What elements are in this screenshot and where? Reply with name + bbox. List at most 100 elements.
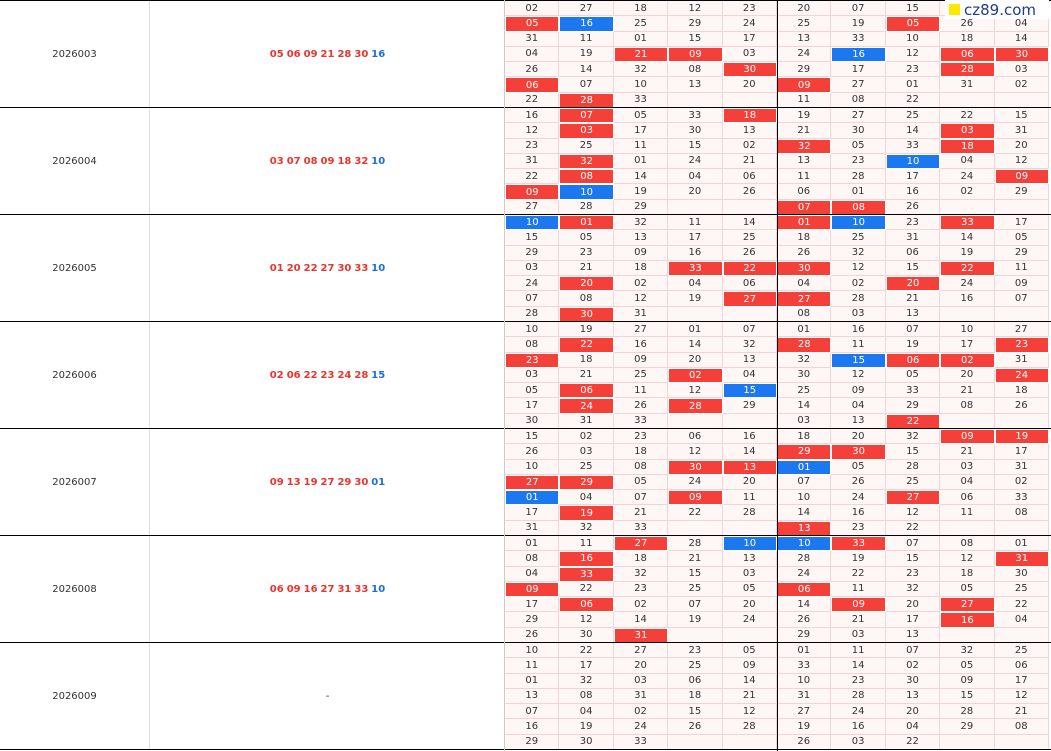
grid-cell: 30	[885, 673, 941, 689]
draw-numbers: 01 20 22 27 30 33 10	[150, 215, 505, 322]
grid-cell: 18	[940, 138, 995, 154]
grid-cell: 02	[994, 474, 1049, 491]
grid-cell: 02	[613, 704, 669, 720]
grid-cell: 03	[559, 123, 614, 139]
grid-cell: 11	[559, 536, 614, 552]
grid-cell: 20	[722, 474, 777, 491]
grid-cell: 26	[777, 612, 832, 628]
draw-numbers: 06 09 16 27 31 33 10	[150, 536, 505, 643]
grid-cell: 13	[885, 306, 941, 322]
grid-cell: 18	[722, 108, 777, 124]
blank-cell	[940, 734, 995, 750]
grid-cell: 33	[668, 260, 723, 277]
grid-cell: 33	[777, 658, 832, 674]
grid-cell: 05	[613, 474, 669, 491]
grid-cell: 33	[831, 536, 886, 552]
grid-cell: 27	[831, 108, 886, 124]
grid-cell: 23	[668, 643, 723, 659]
grid-cell: 17	[722, 31, 777, 47]
grid-cell: 33	[994, 490, 1049, 506]
grid-cell: 25	[885, 108, 941, 124]
grid-cell: 01	[777, 459, 832, 475]
grid-cell: 31	[505, 520, 560, 536]
blank-cell	[940, 92, 995, 108]
grid-cell: 02	[994, 77, 1049, 93]
blank-cell	[722, 92, 777, 108]
grid-cell: 32	[885, 429, 941, 445]
grid-cell: 19	[559, 46, 614, 63]
grid-cell: 31	[940, 77, 995, 93]
grid-cell: 31	[885, 230, 941, 246]
grid-cell: 21	[722, 688, 777, 705]
grid-cell: 18	[559, 352, 614, 368]
grid-cell: 32	[559, 153, 614, 170]
grid-cell: 30	[831, 123, 886, 139]
grid-cell: 27	[722, 291, 777, 307]
grid-cell: 29	[668, 16, 723, 32]
grid-cell: 18	[668, 688, 723, 705]
grid-cell: 29	[994, 184, 1049, 200]
grid-cell: 25	[777, 383, 832, 399]
grid-cell: 03	[831, 627, 886, 643]
grid-cell: 16	[940, 612, 995, 628]
blank-cell	[668, 734, 723, 750]
grid-cell: 01	[994, 536, 1049, 552]
grid-cell: 28	[505, 306, 560, 322]
grid-cell: 13	[505, 688, 560, 705]
grid-cell: 14	[777, 505, 832, 521]
grid-cell: 08	[505, 337, 560, 353]
draw-ball: 16	[303, 584, 318, 595]
grid-cell: 11	[831, 581, 886, 598]
grid-cell: 21	[613, 46, 669, 63]
grid-cell: 16	[505, 719, 560, 735]
grid-cell: 26	[505, 62, 560, 78]
grid-cell: 31	[505, 31, 560, 47]
grid-cell: 17	[885, 612, 941, 628]
grid-cell: 20	[831, 429, 886, 445]
issue: 2026003	[0, 1, 150, 108]
grid-cell: 05	[613, 108, 669, 124]
grid-cell: 12	[668, 444, 723, 460]
block-separator	[0, 107, 1051, 108]
grid-cell: 21	[885, 291, 941, 307]
grid-cell: 33	[613, 520, 669, 536]
grid-cell: 11	[722, 490, 777, 506]
grid-cell: 09	[994, 276, 1049, 292]
block-separator	[0, 428, 1051, 429]
grid-cell: 18	[613, 260, 669, 277]
grid-cell: 14	[831, 658, 886, 674]
grid-cell: 06	[885, 245, 941, 261]
grid-cell: 32	[613, 215, 669, 231]
grid-cell: 12	[722, 704, 777, 720]
grid-cell: 04	[505, 566, 560, 582]
grid-cell: 07	[505, 704, 560, 720]
grid-cell: 18	[613, 1, 669, 17]
grid-cell: 07	[777, 474, 832, 491]
grid-cell: 28	[831, 291, 886, 307]
grid-cell: 05	[831, 138, 886, 154]
grid-cell: 33	[831, 31, 886, 47]
grid-cell: 19	[831, 16, 886, 32]
grid-cell: 10	[885, 153, 941, 170]
grid-cell: 32	[722, 337, 777, 353]
grid-cell: 24	[994, 367, 1049, 384]
grid-cell: 08	[613, 459, 669, 475]
grid-cell: 11	[613, 138, 669, 154]
grid-cell: 22	[722, 260, 777, 277]
block-separator	[0, 535, 1051, 536]
grid-cell: 07	[559, 77, 614, 93]
grid-cell: 30	[831, 444, 886, 460]
grid-cell: 26	[722, 245, 777, 261]
grid-cell: 20	[722, 597, 777, 613]
grid-cell: 14	[777, 398, 832, 414]
draw-ball: 08	[303, 156, 318, 167]
grid-cell: 16	[559, 16, 614, 32]
grid-cell: 20	[885, 704, 941, 720]
grid-cell: 25	[831, 230, 886, 246]
grid-cell: 03	[831, 306, 886, 322]
blank-cell	[940, 199, 995, 215]
grid-cell: 25	[559, 138, 614, 154]
grid-cell: 17	[613, 123, 669, 139]
grid-cell: 29	[885, 398, 941, 414]
grid-cell: 17	[505, 597, 560, 613]
